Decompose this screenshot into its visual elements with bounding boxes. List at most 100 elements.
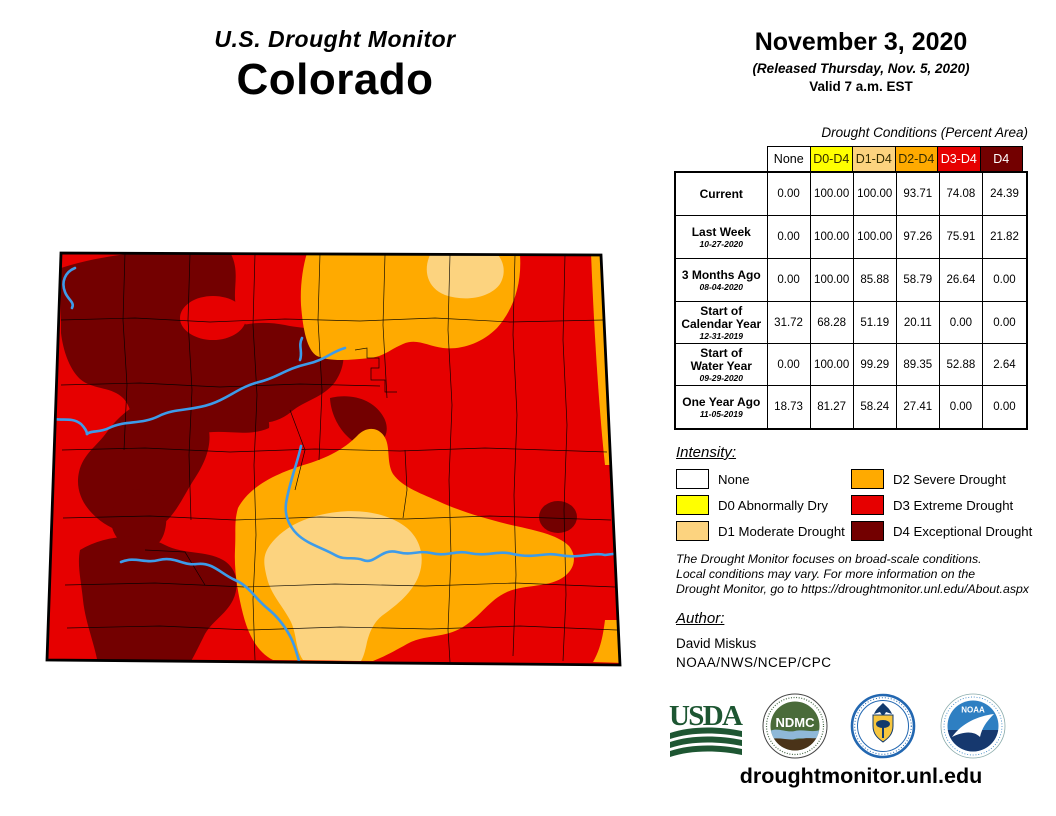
table-cell: 58.24 xyxy=(854,386,897,428)
map-d3-notch xyxy=(180,296,246,340)
table-row: Start of Water Year 09-29-2020 0.00 100.0… xyxy=(676,344,1026,386)
table-row: One Year Ago 11-05-2019 18.73 81.27 58.24… xyxy=(676,386,1026,428)
legend-label: D4 Exceptional Drought xyxy=(893,523,1033,539)
legend-item: D0 Abnormally Dry xyxy=(676,495,845,515)
row-date: 09-29-2020 xyxy=(699,372,743,383)
col-header-none: None xyxy=(767,146,811,172)
row-label: Start of Water Year xyxy=(690,345,752,373)
legend-heading: Intensity: xyxy=(676,444,737,461)
table-cell: 0.00 xyxy=(768,344,811,385)
svg-text:NOAA: NOAA xyxy=(961,706,985,715)
map-date: November 3, 2020 xyxy=(754,28,968,56)
table-cell: 0.00 xyxy=(940,386,983,428)
row-date: 10-27-2020 xyxy=(699,238,743,249)
table-row: Current 0.00 100.00 100.00 93.71 74.08 2… xyxy=(676,173,1026,216)
legend-label: D2 Severe Drought xyxy=(893,471,1006,487)
table-cell: 74.08 xyxy=(940,173,983,215)
legend-label: D3 Extreme Drought xyxy=(893,497,1014,513)
table-cell: 0.00 xyxy=(768,216,811,258)
col-header-d2d4: D2-D4 xyxy=(894,146,938,172)
table-cell: 24.39 xyxy=(990,188,1019,200)
table-cell: 0.00 xyxy=(993,274,1016,286)
author-name: David Miskus xyxy=(676,636,757,651)
table-cell: 21.82 xyxy=(990,231,1019,243)
table-cell: 51.19 xyxy=(854,302,897,343)
table-cell: 85.88 xyxy=(854,259,897,301)
state-border xyxy=(45,251,622,667)
map-d1-regions xyxy=(264,254,504,661)
legend-item: D2 Severe Drought xyxy=(851,469,1032,489)
table-cell: 26.64 xyxy=(940,259,983,301)
usda-logo-icon: USDA xyxy=(669,700,743,757)
table-row: 3 Months Ago 08-04-2020 0.00 100.00 85.88… xyxy=(676,259,1026,302)
table-row: Last Week 10-27-2020 0.00 100.00 100.00 9… xyxy=(676,216,1026,259)
table-cell: 0.00 xyxy=(768,173,811,215)
col-header-d1d4: D1-D4 xyxy=(852,146,896,172)
title-block: U.S. Drought Monitor Colorado xyxy=(120,26,550,105)
table-cell: 20.11 xyxy=(897,302,940,343)
table-cell: 93.71 xyxy=(897,173,940,215)
d0-swatch xyxy=(676,495,709,515)
table-row: Start of Calendar Year 12-31-2019 31.72 6… xyxy=(676,302,1026,344)
author-heading: Author: xyxy=(676,610,725,627)
legend-item: D4 Exceptional Drought xyxy=(851,521,1032,541)
table-cell: 0.00 xyxy=(993,401,1016,413)
table-cell: 2.64 xyxy=(993,358,1016,371)
disclaimer-text: The Drought Monitor focuses on broad-sca… xyxy=(676,552,1029,596)
none-swatch xyxy=(676,469,709,489)
author-org: NOAA/NWS/NCEP/CPC xyxy=(676,655,832,670)
table-cell: 100.00 xyxy=(811,259,854,301)
legend-label: None xyxy=(718,471,750,487)
svg-text:NDMC: NDMC xyxy=(776,715,816,730)
row-label: Last Week xyxy=(691,224,751,239)
legend-item: D1 Moderate Drought xyxy=(676,521,845,541)
table-cell: 0.00 xyxy=(768,259,811,301)
table-cell: 27.41 xyxy=(897,386,940,428)
d3-swatch xyxy=(851,495,884,515)
d4-swatch xyxy=(851,521,884,541)
site-url: droughtmonitor.unl.edu xyxy=(739,764,983,788)
row-label: Start of Calendar Year xyxy=(681,303,762,331)
release-date: (Released Thursday, Nov. 5, 2020) xyxy=(752,61,970,76)
col-header-d0d4: D0-D4 xyxy=(809,146,853,172)
table-cell: 100.00 xyxy=(811,173,854,215)
county-boundaries xyxy=(60,253,618,663)
table-cell: 52.88 xyxy=(940,344,983,385)
table-cell: 81.27 xyxy=(811,386,854,428)
table-cell: 89.35 xyxy=(897,344,940,385)
table-cell: 68.28 xyxy=(811,302,854,343)
col-header-d4: D4 xyxy=(979,146,1023,172)
row-date: 11-05-2019 xyxy=(699,408,743,419)
table-cell: 100.00 xyxy=(854,216,897,258)
row-date: 08-04-2020 xyxy=(699,281,743,292)
col-header-d3d4: D3-D4 xyxy=(937,146,981,172)
legend-item: None xyxy=(676,469,845,489)
table-cell: 0.00 xyxy=(940,302,983,343)
state-title: Colorado xyxy=(236,55,434,104)
row-label: 3 Months Ago xyxy=(681,267,761,282)
table-caption: Drought Conditions (Percent Area) xyxy=(821,125,1028,140)
commerce-logo-icon xyxy=(850,693,916,759)
table-cell: 100.00 xyxy=(854,173,897,215)
table-cell: 99.29 xyxy=(854,344,897,385)
legend-item: D3 Extreme Drought xyxy=(851,495,1032,515)
table-cell: 0.00 xyxy=(993,316,1016,329)
table-cell: 18.73 xyxy=(768,386,811,428)
legend-left-column: None D0 Abnormally Dry D1 Moderate Droug… xyxy=(676,469,845,541)
page-title: U.S. Drought Monitor xyxy=(214,26,456,52)
noaa-logo-icon: NOAA xyxy=(940,693,1006,759)
ndmc-logo-icon: NDMC xyxy=(762,693,828,759)
drought-table-header: None D0-D4 D1-D4 D2-D4 D3-D4 D4 xyxy=(674,146,1028,172)
row-label: Current xyxy=(699,186,743,201)
legend-label: D1 Moderate Drought xyxy=(718,523,845,539)
table-cell: 100.00 xyxy=(811,344,854,385)
table-cell: 58.79 xyxy=(897,259,940,301)
table-cell: 100.00 xyxy=(811,216,854,258)
colorado-drought-map xyxy=(45,251,622,667)
row-label: One Year Ago xyxy=(682,394,761,409)
legend-label: D0 Abnormally Dry xyxy=(718,497,828,513)
date-block: November 3, 2020 (Released Thursday, Nov… xyxy=(666,28,1056,94)
d1-swatch xyxy=(676,521,709,541)
map-d4-regions xyxy=(61,253,577,661)
